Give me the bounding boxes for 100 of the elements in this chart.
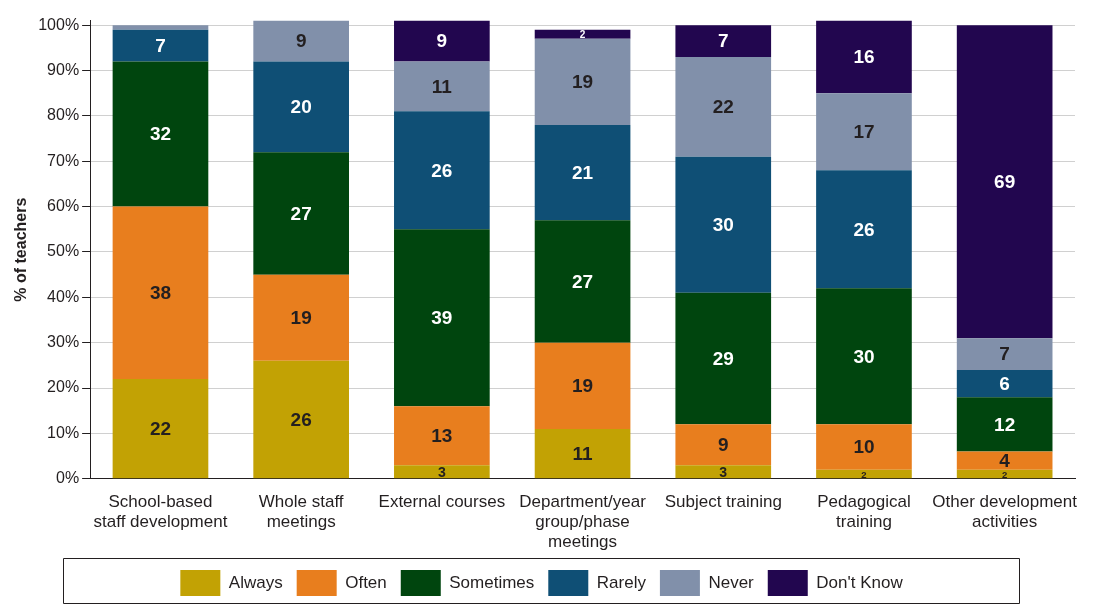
data-label: 3 <box>437 463 446 480</box>
data-label: 26 <box>431 159 453 181</box>
x-tick-label: Department/year group/phase meetings <box>519 491 647 552</box>
data-label: 12 <box>994 413 1016 435</box>
bar <box>253 152 349 275</box>
bar <box>956 338 1053 370</box>
bar <box>675 25 772 57</box>
y-tick-label: 40% <box>47 287 80 305</box>
bar <box>534 38 631 125</box>
data-label: 11 <box>431 75 453 97</box>
bar <box>816 20 912 94</box>
bar <box>816 170 912 289</box>
y-tick-label: 80% <box>47 106 80 124</box>
x-tick-label: School-based staff development <box>93 491 228 532</box>
data-label: 7 <box>717 30 729 52</box>
data-label: 19 <box>571 375 594 397</box>
data-label: 2 <box>861 468 867 480</box>
data-label: 19 <box>290 306 312 328</box>
y-tick-label: 0% <box>56 469 80 487</box>
data-label: 27 <box>571 270 594 292</box>
data-label: 7 <box>155 34 166 56</box>
bar <box>394 61 490 112</box>
bar <box>816 469 912 479</box>
bar <box>675 465 772 479</box>
data-label: 22 <box>712 96 734 118</box>
data-label: 29 <box>712 347 734 369</box>
bar <box>534 124 631 221</box>
bar <box>675 156 772 293</box>
data-label: 3 <box>719 463 728 480</box>
data-label: 16 <box>853 46 875 68</box>
data-label: 22 <box>149 417 172 439</box>
data-label: 9 <box>436 30 448 52</box>
bar <box>675 424 772 466</box>
data-label: 13 <box>431 424 453 446</box>
bar <box>534 220 631 343</box>
data-label: 2 <box>1001 468 1008 480</box>
bar <box>253 20 349 62</box>
x-tick-label: Subject training <box>664 491 782 511</box>
data-label: 20 <box>290 96 312 118</box>
legend-label: Sometimes <box>449 572 535 592</box>
y-tick-label: 20% <box>47 378 80 396</box>
y-axis-title: % of teachers <box>12 197 30 302</box>
data-label: 27 <box>290 202 312 224</box>
x-tick-label: Whole staff meetings <box>258 491 344 532</box>
bar <box>956 469 1053 479</box>
bar <box>394 406 490 466</box>
data-label: 69 <box>994 170 1016 192</box>
y-tick-label: 50% <box>47 242 80 260</box>
data-label: 2 <box>579 28 586 40</box>
bar <box>394 465 490 479</box>
data-label: 32 <box>149 123 172 145</box>
y-tick-label: 60% <box>47 197 80 215</box>
data-label: 19 <box>571 71 594 93</box>
bar <box>816 93 912 171</box>
x-tick-label: Pedagogical training <box>817 491 911 532</box>
data-label: 9 <box>295 30 307 52</box>
bar <box>956 25 1053 339</box>
data-label: 39 <box>431 306 453 328</box>
data-label: 17 <box>853 120 875 142</box>
bar <box>112 25 209 30</box>
bar <box>253 61 349 153</box>
legend-label: Often <box>345 572 387 592</box>
bar <box>675 56 772 157</box>
bar <box>534 342 631 429</box>
legend-label: Don't Know <box>816 572 904 592</box>
bar <box>675 292 772 425</box>
bar <box>534 29 631 39</box>
bar <box>253 274 349 361</box>
data-label: 10 <box>853 436 875 458</box>
data-label: 26 <box>290 408 312 430</box>
y-tick-label: 100% <box>38 15 80 33</box>
bar <box>816 424 912 470</box>
data-label: 21 <box>571 161 594 183</box>
data-label: 30 <box>853 345 875 367</box>
bar <box>112 29 209 62</box>
legend-label: Never <box>708 572 755 592</box>
bar <box>253 360 349 479</box>
bar <box>956 369 1053 398</box>
data-label: 30 <box>712 213 734 235</box>
y-tick-label: 70% <box>47 151 80 169</box>
data-label: 7 <box>999 343 1010 365</box>
y-tick-label: 10% <box>47 423 80 441</box>
x-tick-label: Other development activities <box>932 491 1078 532</box>
bar <box>956 451 1053 470</box>
legend-label: Rarely <box>596 572 647 592</box>
data-label: 11 <box>572 442 594 464</box>
data-label: 6 <box>999 372 1010 394</box>
bar <box>112 61 209 207</box>
bar <box>394 111 490 230</box>
bar <box>394 229 490 407</box>
data-label: 38 <box>149 282 172 304</box>
x-tick-label: External courses <box>378 491 506 511</box>
data-label: 26 <box>853 218 875 240</box>
y-tick-label: 30% <box>47 333 80 351</box>
bar <box>112 206 209 379</box>
legend-label: Always <box>228 572 283 592</box>
bar <box>112 378 209 479</box>
data-label: 9 <box>717 434 729 456</box>
bar <box>394 20 490 62</box>
bar <box>816 288 912 425</box>
